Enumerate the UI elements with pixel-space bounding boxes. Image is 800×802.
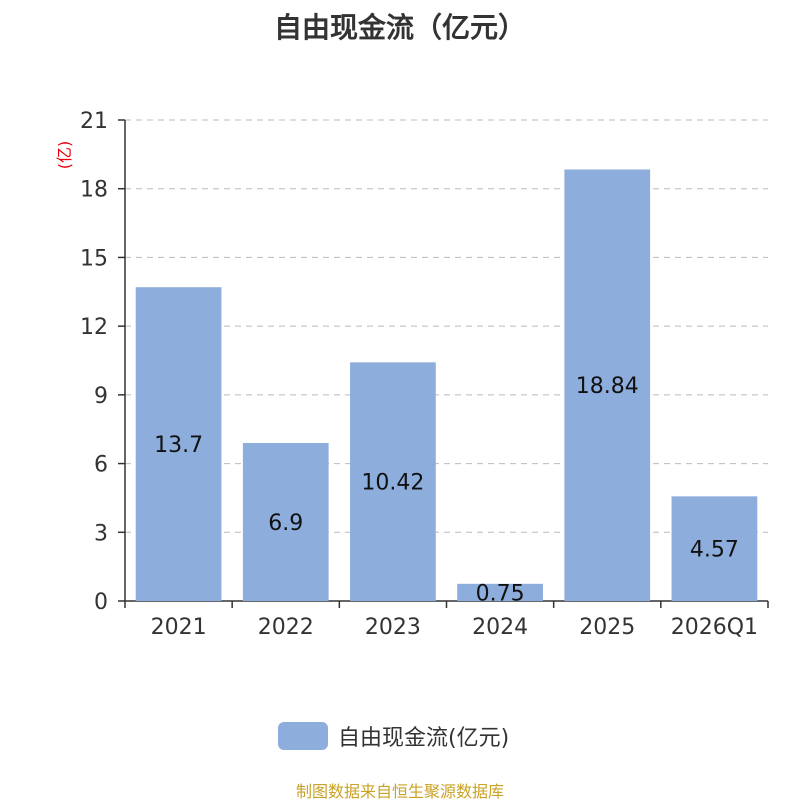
x-tick-label: 2025 xyxy=(579,615,635,640)
data-label: 6.9 xyxy=(268,511,303,536)
x-tick-label: 2026Q1 xyxy=(671,615,758,640)
y-tick-label: 9 xyxy=(94,384,108,409)
x-tick-label: 2021 xyxy=(151,615,207,640)
y-tick-label: 6 xyxy=(94,453,108,478)
data-label: 18.84 xyxy=(576,374,639,399)
bar xyxy=(564,169,651,601)
x-tick-label: 2022 xyxy=(258,615,314,640)
y-axis-label: (亿) xyxy=(55,141,74,170)
chart-title: 自由现金流（亿元） xyxy=(273,11,526,44)
data-label: 0.75 xyxy=(476,581,525,606)
legend[interactable]: 自由现金流(亿元) xyxy=(278,719,509,753)
data-label: 10.42 xyxy=(361,471,424,496)
legend-swatch xyxy=(278,722,328,750)
bar xyxy=(350,362,436,601)
bar xyxy=(135,287,222,601)
bar xyxy=(671,496,758,601)
y-tick-label: 15 xyxy=(80,246,108,271)
legend-label: 自由现金流(亿元) xyxy=(338,726,510,751)
y-tick-label: 3 xyxy=(94,521,108,546)
x-tick-label: 2023 xyxy=(365,615,421,640)
bar xyxy=(457,583,543,601)
bar xyxy=(242,442,329,601)
y-tick-label: 21 xyxy=(80,109,108,134)
y-tick-label: 18 xyxy=(80,178,108,203)
y-tick-label: 12 xyxy=(80,315,108,340)
y-tick-label: 0 xyxy=(94,590,108,615)
bar-chart: 0 3 6 9 12 15 18 21 (亿) 13.7 2021 6.9 2022 10.42 2023 0… xyxy=(55,109,769,640)
data-label: 4.57 xyxy=(690,538,739,563)
data-label: 13.7 xyxy=(154,433,203,458)
x-tick-label: 2024 xyxy=(472,615,528,640)
source-footer: 制图数据来自恒生聚源数据库 xyxy=(295,782,504,801)
